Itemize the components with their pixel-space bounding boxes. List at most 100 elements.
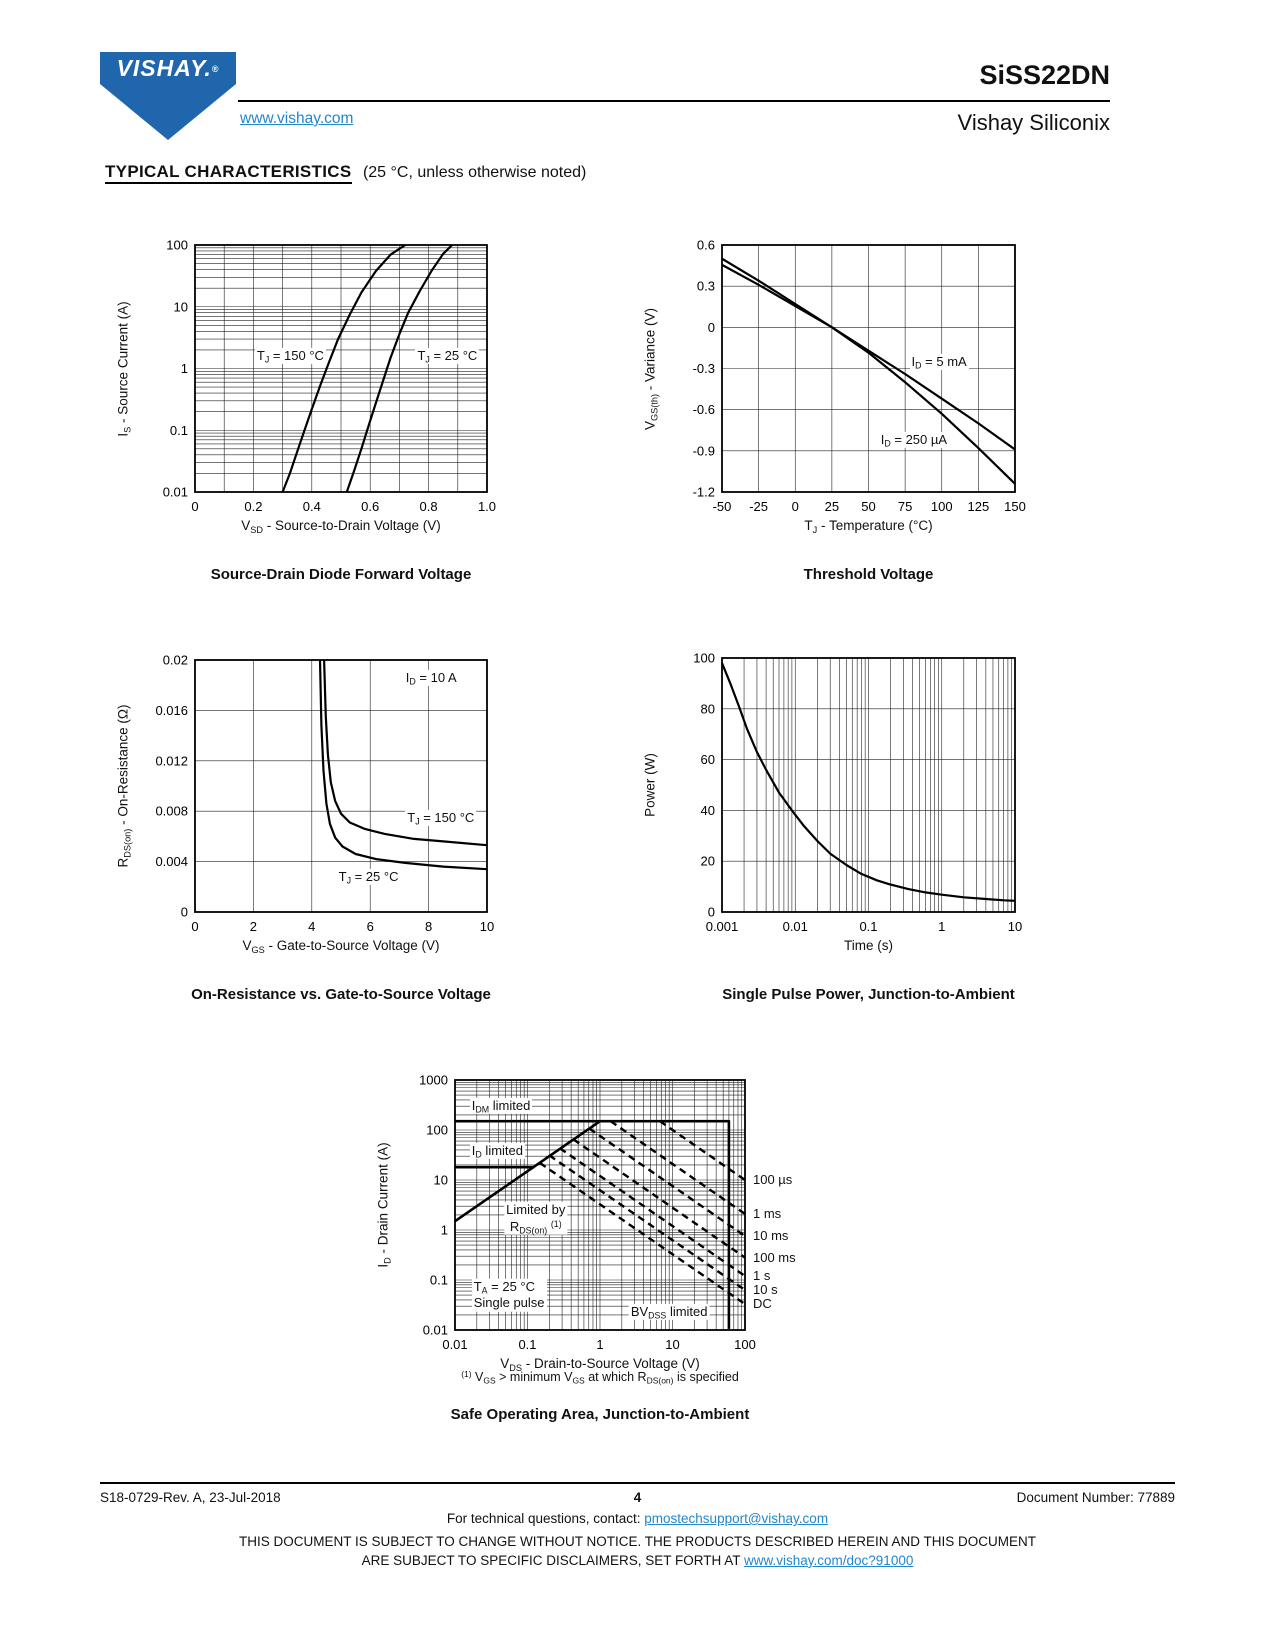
chart-caption: On-Resistance vs. Gate-to-Source Voltage xyxy=(191,986,491,1003)
svg-text:-1.2: -1.2 xyxy=(693,485,715,500)
soa-chart-y-axis-label: ID - Drain Current (A) xyxy=(375,1142,393,1268)
svg-text:0.02: 0.02 xyxy=(163,653,188,668)
curve-tj-25c xyxy=(318,660,487,871)
svg-text:0.1: 0.1 xyxy=(170,423,188,438)
svg-text:-0.9: -0.9 xyxy=(693,443,715,458)
pulse-100ms xyxy=(572,1138,745,1259)
contact-email-link[interactable]: pmostechsupport@vishay.com xyxy=(644,1511,829,1526)
document-number: Document Number: 77889 xyxy=(1016,1490,1175,1505)
svg-text:0.1: 0.1 xyxy=(859,919,877,934)
on-resistance-chart-svg: 0 2 4 6 8 10 0 0.004 0.008 0.012 0.016 0.02 xyxy=(155,653,494,935)
chart-annotation: ID = 10 A xyxy=(403,669,459,687)
svg-text:4: 4 xyxy=(308,919,315,934)
svg-text:75: 75 xyxy=(898,499,912,514)
svg-text:-50: -50 xyxy=(713,499,732,514)
svg-text:2: 2 xyxy=(250,919,257,934)
svg-text:10: 10 xyxy=(1008,919,1022,934)
svg-text:25: 25 xyxy=(825,499,839,514)
disclaimer-line2-text: ARE SUBJECT TO SPECIFIC DISCLAIMERS, SET… xyxy=(361,1552,744,1568)
tick-labels: 0 0.2 0.4 0.6 0.8 1.0 0.01 0.1 1 10 100 xyxy=(163,238,496,515)
svg-text:0.4: 0.4 xyxy=(303,499,321,514)
section-title-main: TYPICAL CHARACTERISTICS xyxy=(105,162,352,184)
svg-text:100: 100 xyxy=(166,238,188,253)
disclaimer-doc-link[interactable]: www.vishay.com/doc?91000 xyxy=(744,1552,914,1568)
vishay-wordmark: VISHAY. xyxy=(116,55,212,81)
division-name: Vishay Siliconix xyxy=(957,110,1110,135)
threshold-voltage-chart-y-axis-label: VGS(th) - Variance (V) xyxy=(642,307,660,430)
svg-text:100: 100 xyxy=(931,499,953,514)
header-divider xyxy=(238,100,1110,102)
soa-chart-x-axis-label: VDS - Drain-to-Source Voltage (V) xyxy=(500,1356,700,1373)
pulse-1ms xyxy=(609,1120,745,1215)
svg-text:125: 125 xyxy=(968,499,990,514)
idm-bvdss-boundary xyxy=(455,1119,731,1329)
plot-border xyxy=(194,659,488,913)
svg-text:0.01: 0.01 xyxy=(423,1323,448,1338)
threshold-voltage-chart-x-axis-label: TJ - Temperature (°C) xyxy=(804,518,933,535)
chart-caption: Single Pulse Power, Junction-to-Ambient xyxy=(722,986,1015,1003)
section-title-note: (25 °C, unless otherwise noted) xyxy=(362,164,587,181)
plot-border xyxy=(721,657,1016,913)
pulse-width-label: 10 s xyxy=(753,1281,778,1297)
pulse-width-label: 100 ms xyxy=(753,1249,796,1265)
chart-annotation: ID = 5 mA xyxy=(909,353,969,371)
plot-border xyxy=(194,244,488,493)
footer-row: S18-0729-Rev. A, 23-Jul-2018 4 Document … xyxy=(100,1490,1175,1505)
on-resistance-chart-y-axis-label: RDS(on) - On-Resistance (Ω) xyxy=(115,704,133,868)
svg-text:1.0: 1.0 xyxy=(478,499,496,514)
chart-threshold-voltage: -50 -25 0 25 50 75 100 125 150 -1.2 -0.9 -0.6 -0.3 0 0… xyxy=(627,233,1035,594)
chart-annotation: TA = 25 °C Single pulse xyxy=(471,1278,547,1312)
disclaimer-line1: THIS DOCUMENT IS SUBJECT TO CHANGE WITHO… xyxy=(238,1534,1037,1549)
svg-text:0.1: 0.1 xyxy=(518,1337,536,1352)
gridlines xyxy=(722,245,1015,492)
svg-text:100: 100 xyxy=(693,651,715,666)
rdson-limit-line xyxy=(455,1120,601,1223)
svg-text:100: 100 xyxy=(426,1123,448,1138)
svg-text:50: 50 xyxy=(861,499,875,514)
svg-text:-0.6: -0.6 xyxy=(693,402,715,417)
svg-text:0.012: 0.012 xyxy=(155,753,188,768)
svg-text:80: 80 xyxy=(701,701,715,716)
svg-text:60: 60 xyxy=(701,752,715,767)
svg-text:1: 1 xyxy=(596,1337,603,1352)
svg-text:0.008: 0.008 xyxy=(155,804,188,819)
svg-text:-0.3: -0.3 xyxy=(693,361,715,376)
svg-text:0.01: 0.01 xyxy=(442,1337,467,1352)
revision-code: S18-0729-Rev. A, 23-Jul-2018 xyxy=(100,1490,281,1505)
svg-text:0: 0 xyxy=(792,499,799,514)
svg-text:0.01: 0.01 xyxy=(163,485,188,500)
pulse-width-label: 1 s xyxy=(753,1267,771,1283)
svg-text:1: 1 xyxy=(181,361,188,376)
chart-annotation: TJ = 25 °C xyxy=(336,868,401,886)
svg-text:0: 0 xyxy=(191,919,198,934)
chart-annotation: BVDSS limited xyxy=(628,1303,710,1321)
source-drain-diode-chart-x-axis-label: VSD - Source-to-Drain Voltage (V) xyxy=(241,518,441,535)
svg-text:0.001: 0.001 xyxy=(706,919,739,934)
pulse-width-label: 100 µs xyxy=(753,1171,793,1187)
curve-tj-25c xyxy=(345,245,453,492)
svg-text:0: 0 xyxy=(708,905,715,920)
svg-text:150: 150 xyxy=(1004,499,1026,514)
chart-safe-operating-area: 0.01 0.1 1 10 100 0.01 0.1 1 10 100 1000 ID - Drain… xyxy=(360,1065,840,1434)
svg-text:10: 10 xyxy=(174,299,188,314)
chart-source-drain-diode-forward-voltage: 0 0.2 0.4 0.6 0.8 1.0 0.01 0.1 1 10 100 IS - Source… xyxy=(100,233,507,594)
chart-single-pulse-power: 0.001 0.01 0.1 1 10 0 20 40 60 80 100 Power (W) Time… xyxy=(627,648,1035,1014)
pulse-1s xyxy=(559,1147,745,1277)
chart-on-resistance-vs-vgs: 0 2 4 6 8 10 0 0.004 0.008 0.012 0.016 0.02 RDS(on) … xyxy=(100,648,507,1014)
chart-caption: Source-Drain Diode Forward Voltage xyxy=(210,566,472,583)
chart-caption: Safe Operating Area, Junction-to-Ambient xyxy=(450,1406,750,1423)
source-drain-diode-chart-y-axis-label: IS - Source Current (A) xyxy=(115,300,133,437)
svg-text:10: 10 xyxy=(480,919,494,934)
vishay-website-link[interactable]: www.vishay.com xyxy=(240,110,354,127)
pulse-width-label: 1 ms xyxy=(753,1205,782,1221)
gridlines xyxy=(722,658,1015,912)
svg-text:0.3: 0.3 xyxy=(697,279,715,294)
svg-text:0.01: 0.01 xyxy=(783,919,808,934)
chart-annotation: TJ = 150 °C xyxy=(254,347,326,365)
svg-text:0.004: 0.004 xyxy=(155,854,188,869)
registered-mark: ® xyxy=(211,63,220,74)
svg-text:10: 10 xyxy=(665,1337,679,1352)
plot-border xyxy=(454,1079,746,1331)
svg-text:0.6: 0.6 xyxy=(697,238,715,253)
